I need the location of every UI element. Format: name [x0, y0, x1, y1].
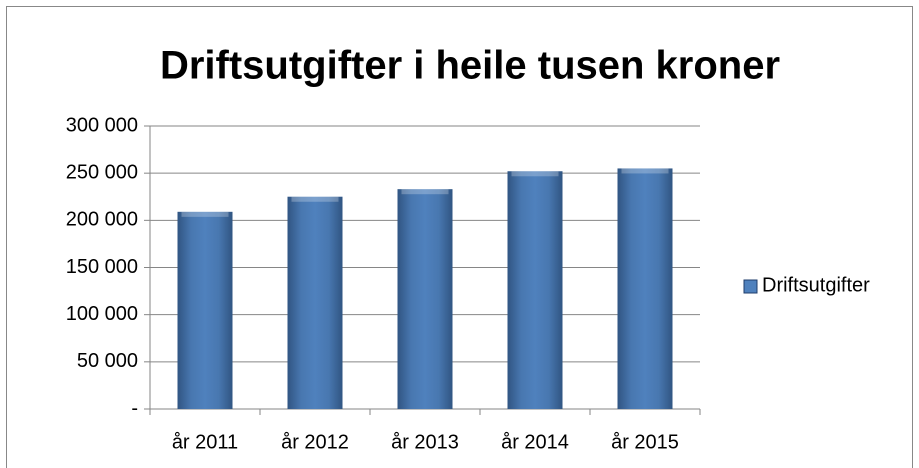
y-tick-label: 200 000 — [66, 209, 138, 231]
bar-cap — [401, 189, 449, 195]
y-tick-label: 100 000 — [66, 303, 138, 325]
y-tick-label: 50 000 — [77, 350, 138, 372]
x-tick-label: år 2011 — [172, 431, 238, 453]
x-tick-label: år 2015 — [611, 431, 679, 453]
y-tick-label: - — [131, 397, 138, 419]
legend-label: Driftsutgifter — [762, 274, 870, 296]
bar-cap — [621, 168, 669, 174]
y-tick-label: 150 000 — [66, 256, 138, 278]
x-tick-label: år 2013 — [391, 431, 459, 453]
bar-cap — [291, 196, 339, 202]
bar-shading — [397, 189, 453, 409]
bar-shading — [287, 196, 343, 409]
y-tick-label: 300 000 — [66, 114, 138, 136]
bar-shading — [617, 168, 673, 409]
bar-shading — [507, 171, 563, 409]
chart-title: Driftsutgifter i heile tusen kroner — [160, 44, 780, 88]
bar-cap — [181, 211, 229, 217]
bar-shading — [177, 211, 233, 409]
chart-border — [6, 6, 913, 468]
bar-cap — [511, 171, 559, 177]
x-tick-label: år 2012 — [281, 431, 349, 453]
legend-marker — [743, 279, 758, 294]
x-tick-label: år 2014 — [501, 431, 569, 453]
y-tick-label: 250 000 — [66, 161, 138, 183]
